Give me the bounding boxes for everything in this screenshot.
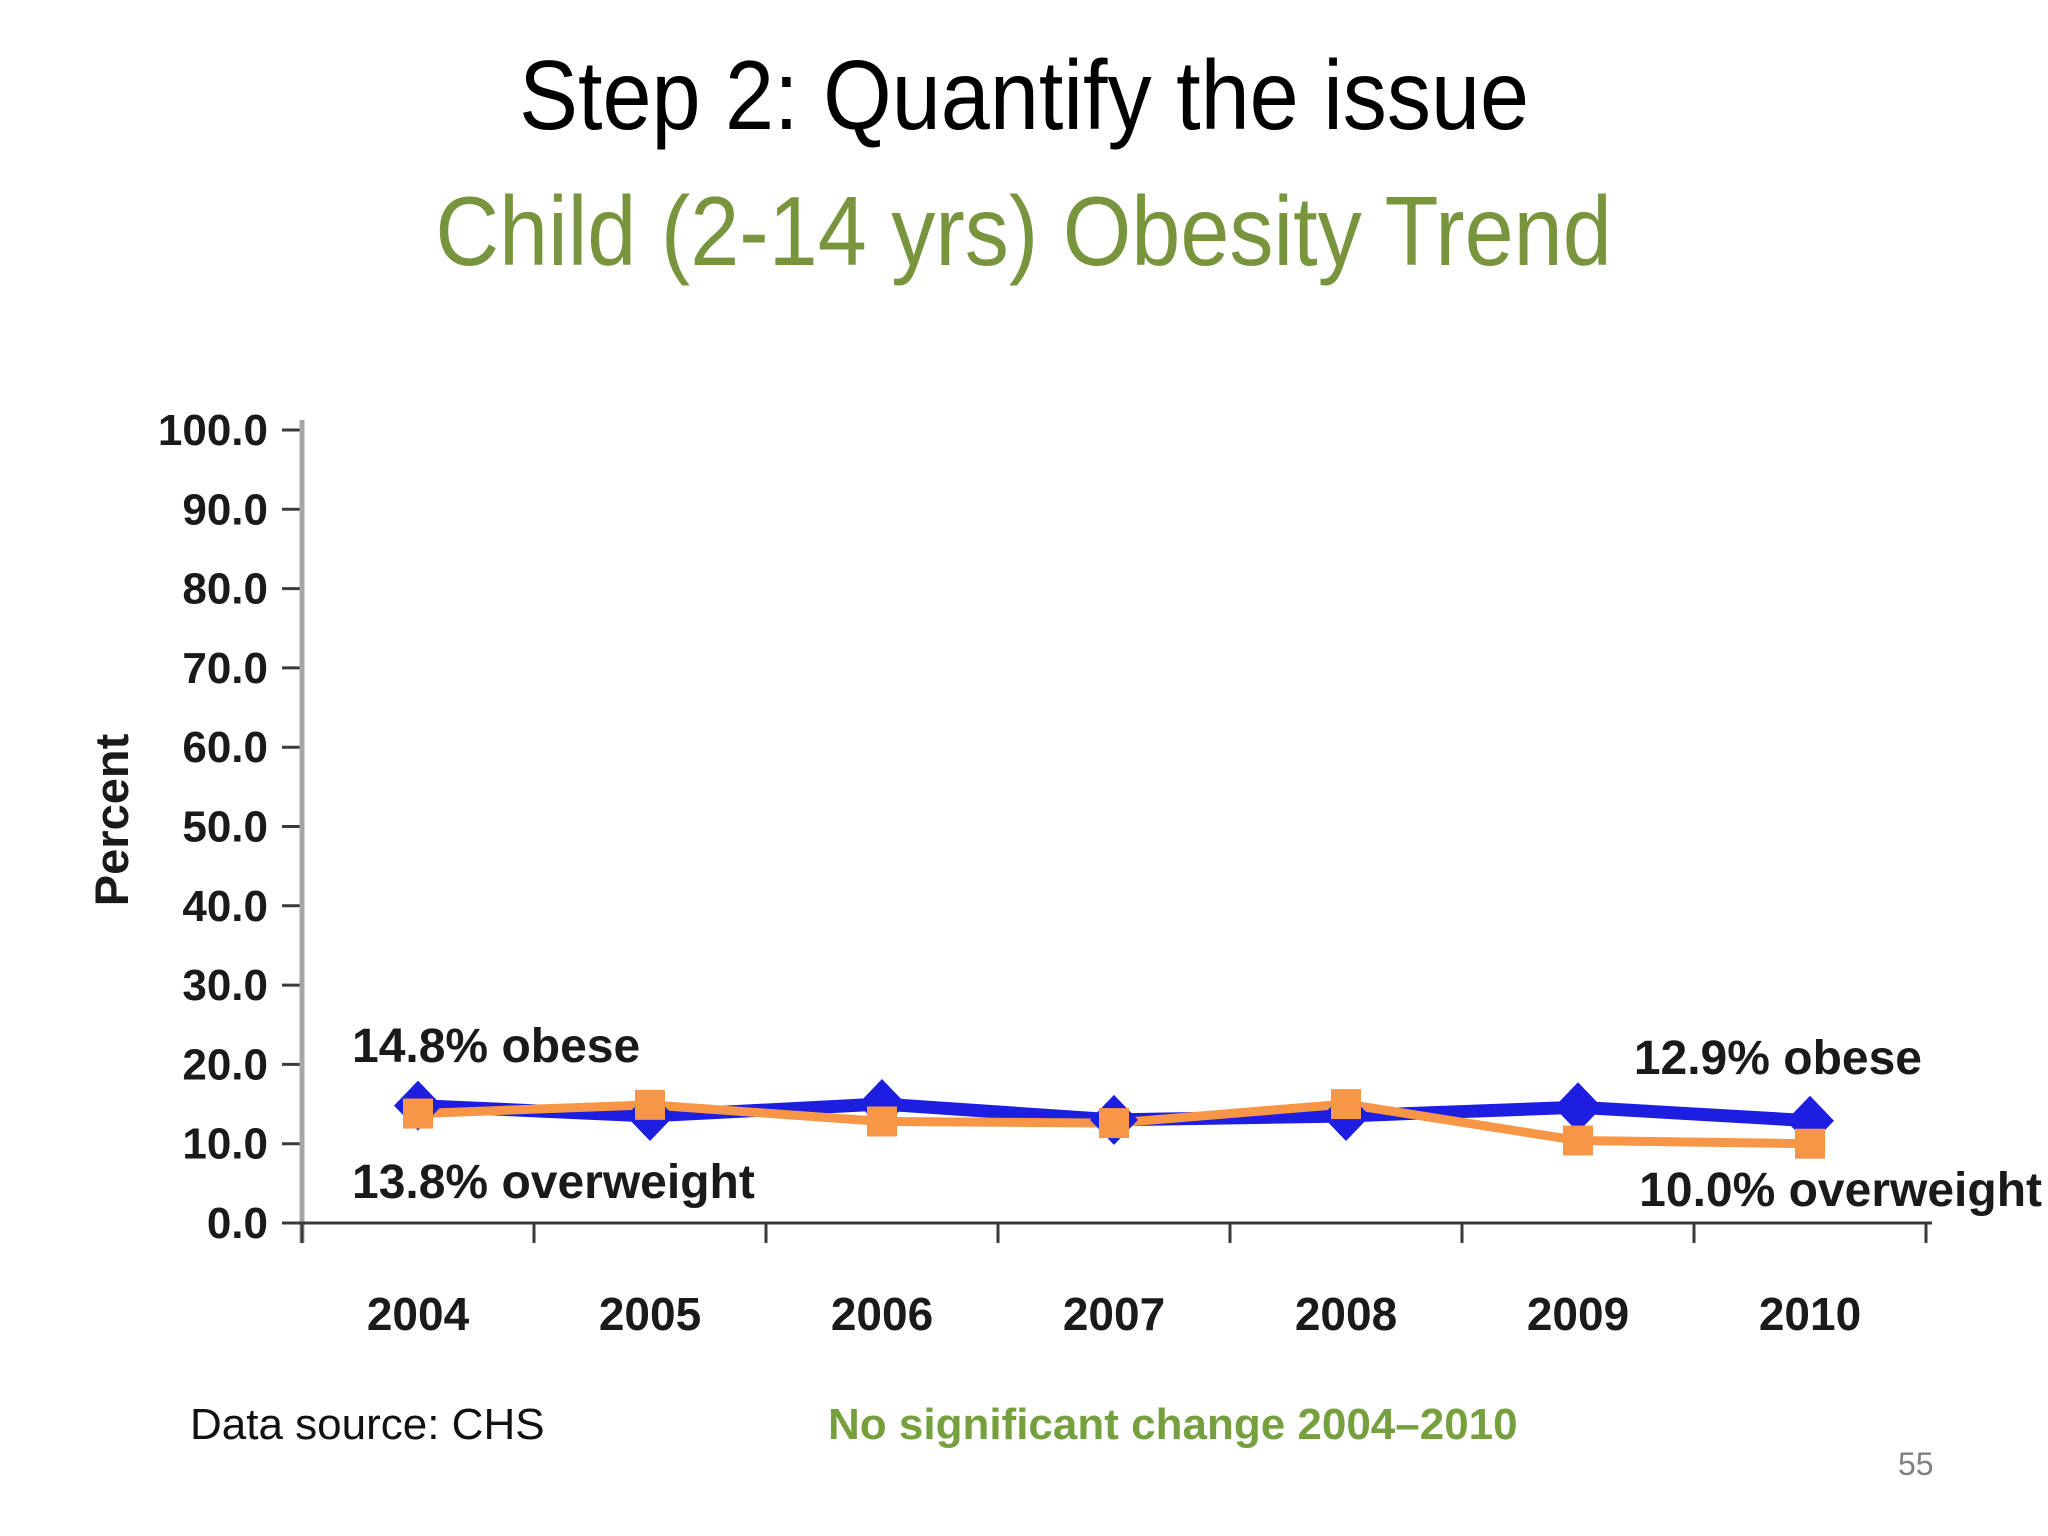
page-number: 55 [1898, 1446, 1934, 1482]
overweight-marker [635, 1089, 665, 1120]
y-tick-label: 10.0 [182, 1120, 268, 1169]
page-title: Step 2: Quantify the issue [0, 40, 2048, 150]
slide-subtitle: Child (2-14 yrs) Obesity Trend [0, 176, 2048, 286]
y-axis-title: Percent [85, 733, 138, 906]
annotation-2004-overweight: 13.8% overweight [352, 1156, 755, 1209]
x-category-label: 2005 [599, 1288, 701, 1340]
overweight-marker [1331, 1089, 1361, 1120]
significance-note: No significant change 2004–2010 [828, 1400, 1518, 1449]
x-category-label: 2009 [1527, 1288, 1629, 1340]
annotation-2010-obese: 12.9% obese [1634, 1032, 1922, 1085]
obese-marker [1554, 1082, 1602, 1133]
overweight-marker [867, 1106, 897, 1137]
y-tick-label: 60.0 [182, 723, 268, 772]
overweight-marker [1563, 1125, 1593, 1156]
overweight-marker [1099, 1108, 1129, 1139]
x-category-label: 2007 [1063, 1288, 1165, 1340]
y-tick-label: 90.0 [182, 485, 268, 534]
annotation-2004-obese: 14.8% obese [352, 1020, 640, 1073]
y-tick-label: 40.0 [182, 882, 268, 931]
overweight-marker [1795, 1128, 1825, 1159]
y-tick-label: 20.0 [182, 1040, 268, 1089]
y-tick-label: 70.0 [182, 644, 268, 693]
x-category-label: 2006 [831, 1288, 933, 1340]
overweight-marker [403, 1098, 433, 1129]
y-tick-label: 100.0 [158, 406, 268, 455]
x-category-label: 2004 [367, 1288, 470, 1340]
x-category-label: 2010 [1759, 1288, 1861, 1340]
page-title-text: Step 2: Quantify the issue [519, 40, 1529, 150]
y-tick-label: 50.0 [182, 803, 268, 852]
plot-area: 0.0 10.0 20.0 30.0 40.0 50.0 60.0 70.0 80.0 90.0 1… [158, 406, 1932, 1340]
y-tick-label: 30.0 [182, 961, 268, 1010]
slide-subtitle-text: Child (2-14 yrs) Obesity Trend [435, 176, 1613, 286]
y-tick-label: 0.0 [207, 1199, 268, 1248]
x-category-label: 2008 [1295, 1288, 1397, 1340]
data-source-text: Data source: CHS [190, 1400, 545, 1449]
y-tick-label: 80.0 [182, 565, 268, 614]
annotation-2010-overweight: 10.0% overweight [1639, 1164, 2042, 1217]
